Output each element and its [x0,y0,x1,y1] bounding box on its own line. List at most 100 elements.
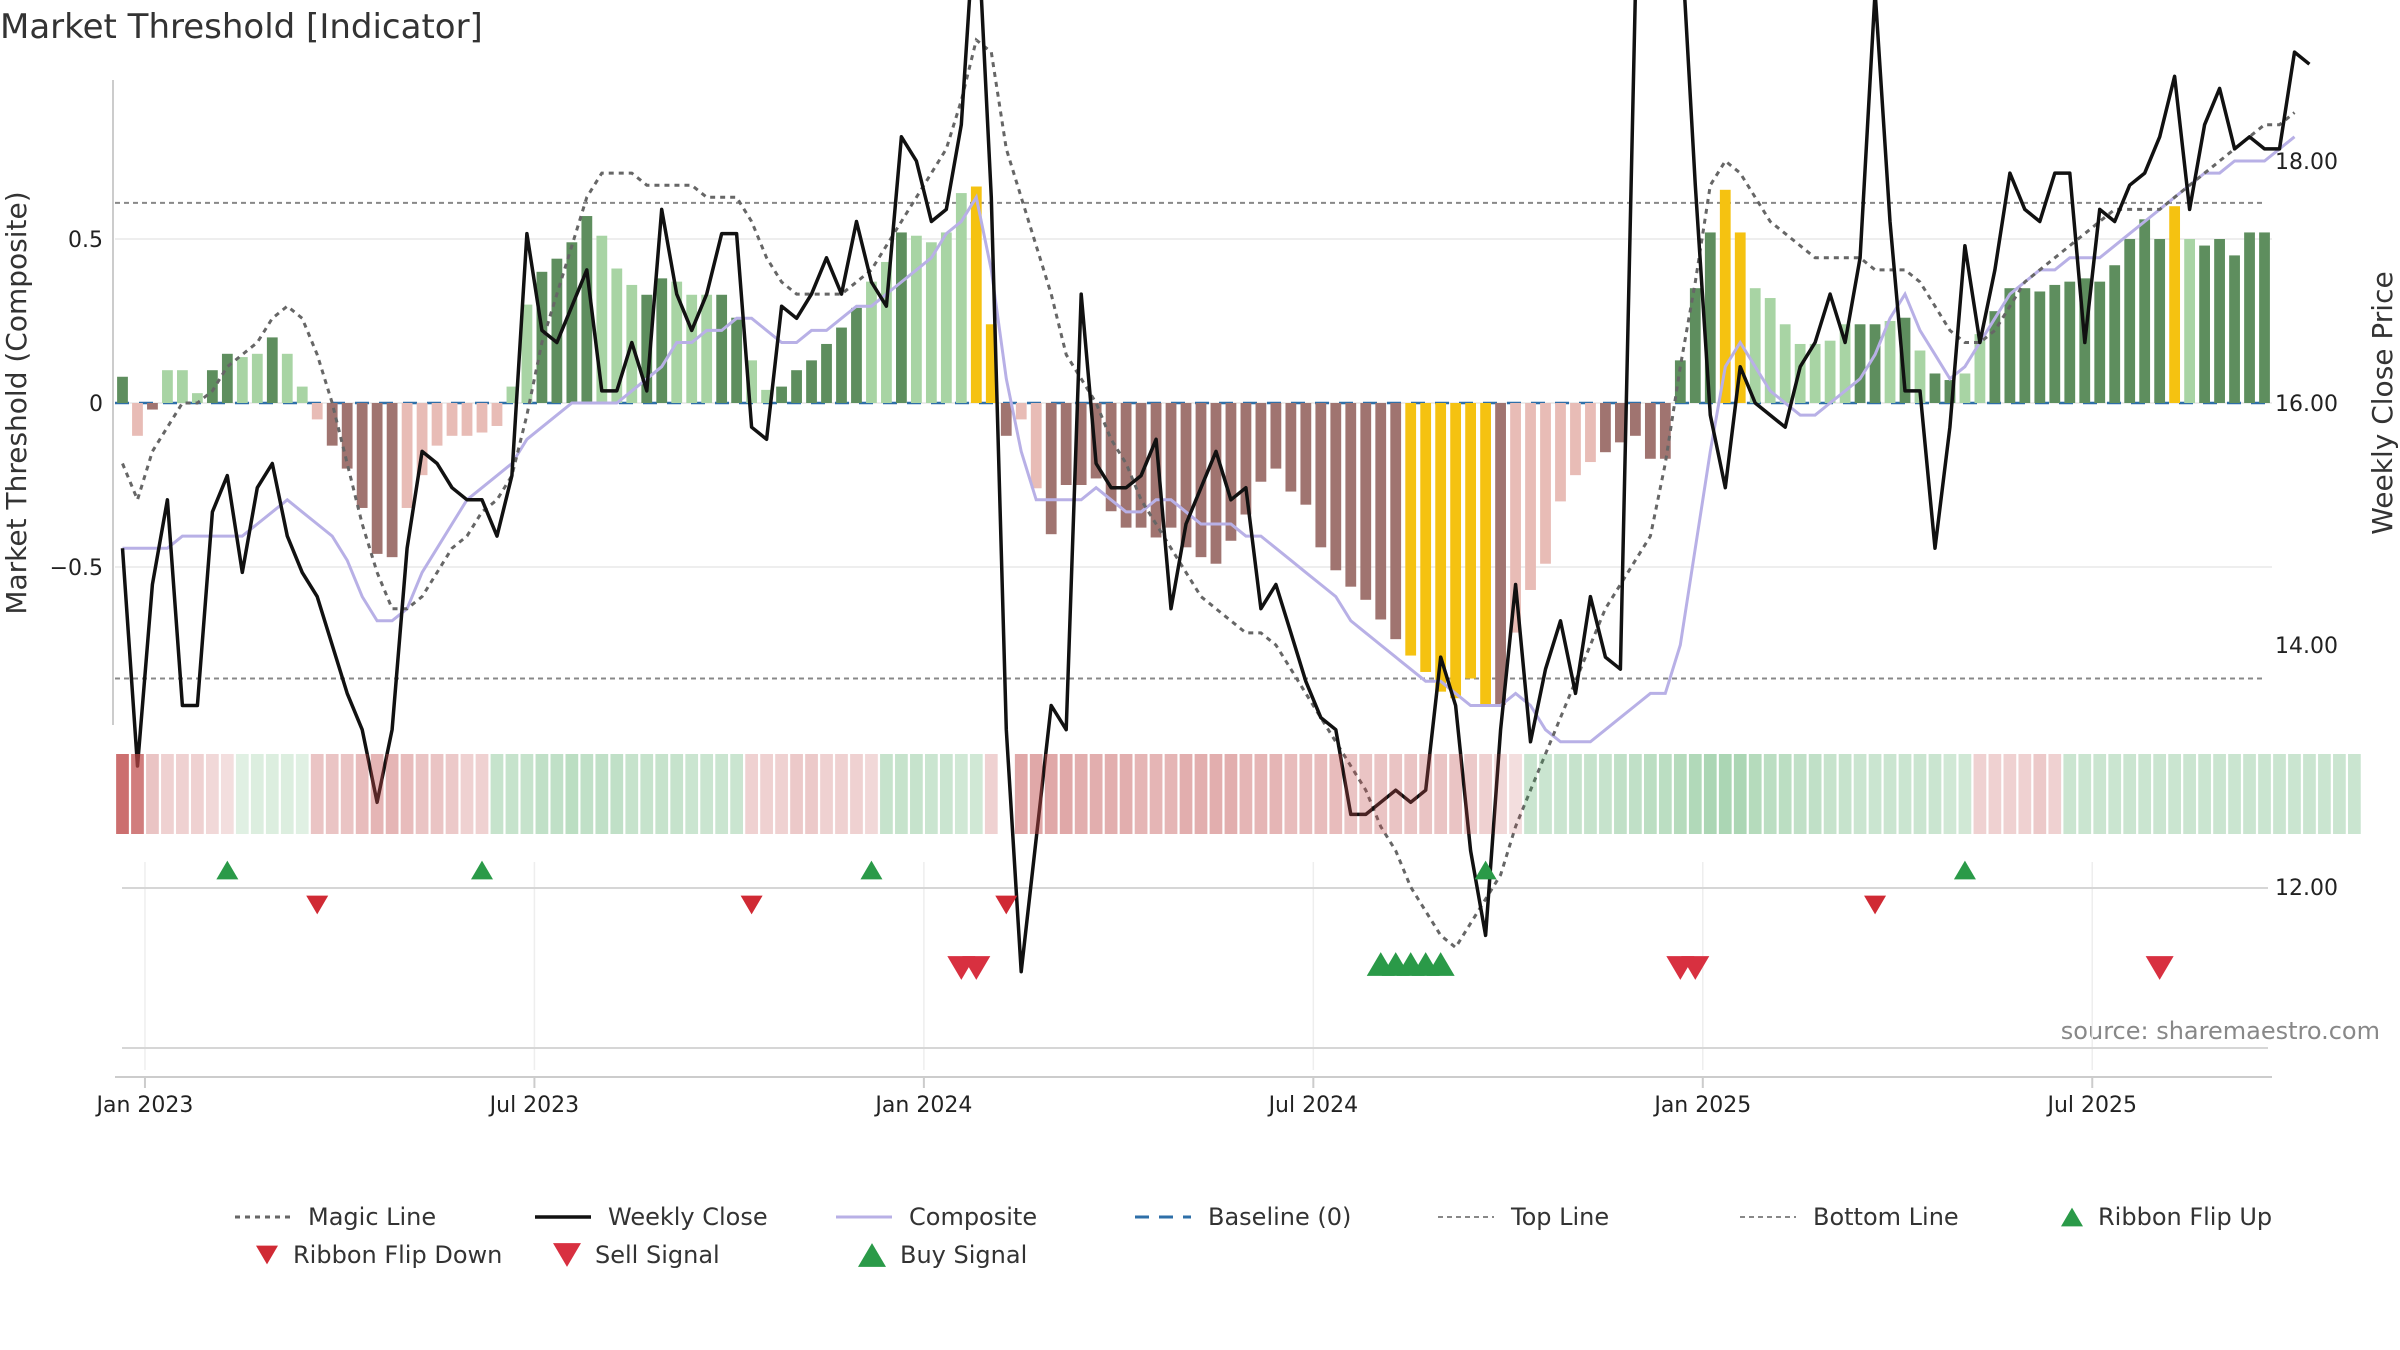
composite-bar [2199,245,2210,403]
composite-bar [1570,403,1581,476]
ribbon-cell [1059,754,1073,834]
ribbon-cell [835,754,848,834]
ribbon-cell [490,754,504,834]
composite-bar [1360,403,1372,600]
ribbon-cell [460,754,474,834]
ribbon-cell [1164,754,1178,834]
ribbon-flip-up-marker [860,860,883,880]
composite-bar [1839,324,1851,403]
ribbon-cell [1449,754,1463,834]
ribbon-cell [1089,754,1103,834]
ribbon-cell [1569,754,1582,834]
ribbon-cell [865,754,878,834]
ribbon-flip-up-marker [1953,860,1976,880]
ribbon-cell [2258,754,2271,834]
ribbon-cell [2228,754,2241,834]
composite-bar [401,403,413,508]
composite-bar [356,403,368,508]
ribbon-cell [250,754,264,834]
composite-bar [1719,189,1731,403]
composite-bar [1255,403,1267,482]
composite-line [122,135,2296,744]
composite-bar [1045,403,1057,535]
source-note: source: sharemaestro.com [2061,1017,2380,1045]
ribbon-cell [820,754,833,834]
composite-bar [970,186,982,403]
ribbon-cell [565,754,579,834]
composite-bar [2094,281,2106,403]
composite-bar [1734,232,1746,403]
ribbon-cell [715,754,729,834]
composite-bar [1884,321,1896,403]
ribbon-cell [2213,754,2226,834]
ribbon-cell [1329,754,1343,834]
ribbon-cell [2153,754,2167,834]
composite-bar [236,357,248,403]
ribbon-cell [1943,754,1957,834]
composite-bar [1615,403,1626,443]
composite-bar [1345,403,1357,587]
legend-label: Top Line [1510,1203,1609,1231]
ribbon-cell [1763,754,1777,834]
ribbon-cell [895,754,908,834]
sell-signal-marker [1681,956,1710,980]
composite-bar [1809,343,1821,403]
composite-bar [1150,403,1162,538]
ribbon-cell [2348,754,2361,834]
ribbon-cell [325,754,339,834]
composite-bar [1270,403,1282,469]
composite-bar [656,278,668,403]
composite-bar [746,360,758,403]
composite-bar [716,294,728,403]
y2-tick-label: 12.00 [2275,876,2338,901]
composite-bar [1779,324,1791,403]
composite-bar [2034,291,2046,403]
ribbon-cell [235,754,249,834]
ribbon-cell [1733,754,1747,834]
ribbon-cell [1119,754,1133,834]
composite-bar [491,403,503,426]
legend-label: Baseline (0) [1208,1203,1351,1231]
ribbon-cell [625,754,639,834]
composite-bar [1644,403,1656,459]
ribbon-cell [475,754,489,834]
ribbon-cell [610,754,624,834]
ribbon-cell [790,754,803,834]
signal-markers [216,860,2174,1267]
ribbon-cell [2303,754,2316,834]
y-tick-label: 0 [89,392,103,417]
ribbon-cell [2063,754,2077,834]
composite-bar [281,353,293,403]
composite-bar [761,389,772,403]
composite-bar [2139,219,2151,403]
composite-bar [2244,232,2255,403]
composite-bar [836,327,847,403]
ribbon-cell [430,754,444,834]
legend-flip-down-swatch [256,1245,278,1265]
composite-bar [551,258,563,403]
composite-bar [1480,403,1491,705]
composite-bar [2019,288,2031,403]
composite-bar [1090,403,1102,479]
y2-tick-label: 14.00 [2275,634,2338,659]
composite-bar [1540,403,1551,564]
composite-bar [611,268,623,403]
composite-bar [147,403,158,410]
composite-bar [177,370,188,403]
ribbon-cell [2318,754,2331,834]
y-axis-label: Market Threshold (Composite) [0,191,33,614]
ribbon-cell [370,754,384,834]
y2-tick-label: 18.00 [2275,150,2338,175]
ribbon-cell [1374,754,1388,834]
composite-bar [881,261,892,403]
composite-bar [581,216,593,403]
composite-bars [117,186,2270,705]
composite-bar [1120,403,1132,528]
composite-bar [476,403,488,433]
composite-bar [566,242,578,403]
composite-bar [296,386,308,403]
composite-bar [1764,298,1776,403]
ribbon-cell [1404,754,1418,834]
ribbon-cell [176,754,189,834]
